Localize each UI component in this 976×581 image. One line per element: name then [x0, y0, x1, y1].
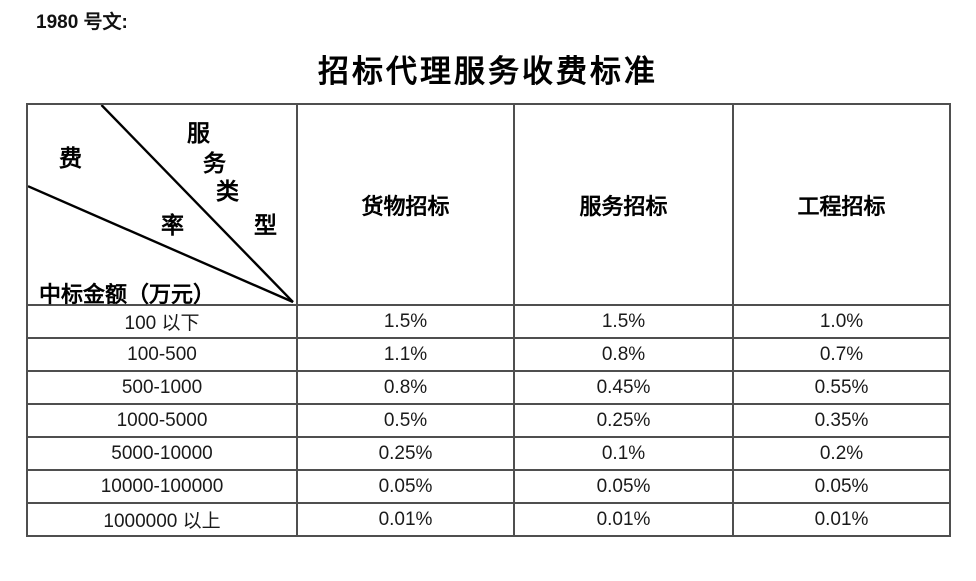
- table-row: 5000-10000 0.25% 0.1% 0.2%: [26, 436, 951, 471]
- rate-cell: 1.5%: [296, 304, 515, 339]
- rate-cell: 0.01%: [296, 502, 515, 537]
- table-row: 100 以下 1.5% 1.5% 1.0%: [26, 304, 951, 339]
- corner-label-service-type-char: 服: [187, 121, 210, 146]
- rate-cell: 1.1%: [296, 337, 515, 372]
- rate-cell: 1.0%: [732, 304, 951, 339]
- table-row: 1000-5000 0.5% 0.25% 0.35%: [26, 403, 951, 438]
- amount-cell: 10000-100000: [26, 469, 298, 504]
- amount-cell: 100 以下: [26, 304, 298, 339]
- amount-cell: 5000-10000: [26, 436, 298, 471]
- rate-cell: 0.25%: [296, 436, 515, 471]
- corner-label-fee-rate-char: 率: [161, 213, 184, 238]
- amount-cell: 1000000 以上: [26, 502, 298, 537]
- column-header-services: 服务招标: [513, 103, 734, 306]
- diagonal-corner-cell: 服 务 类 型 费 率 中标金额（万元）: [26, 103, 298, 307]
- rate-cell: 0.8%: [513, 337, 734, 372]
- rate-cell: 0.1%: [513, 436, 734, 471]
- diagonal-lines: [28, 105, 294, 304]
- diagonal-line-lower: [28, 185, 294, 304]
- table-row: 1000000 以上 0.01% 0.01% 0.01%: [26, 502, 951, 537]
- fee-table: 服 务 类 型 费 率 中标金额（万元） 货物招标 服务招标 工程招标 100 …: [26, 103, 951, 537]
- corner-label-service-type-char: 类: [216, 179, 239, 204]
- table-row: 500-1000 0.8% 0.45% 0.55%: [26, 370, 951, 405]
- rate-cell: 0.25%: [513, 403, 734, 438]
- rate-cell: 1.5%: [513, 304, 734, 339]
- page-title: 招标代理服务收费标准: [318, 54, 658, 89]
- header-row: 服 务 类 型 费 率 中标金额（万元） 货物招标 服务招标 工程招标: [26, 103, 951, 307]
- rate-cell: 0.01%: [732, 502, 951, 537]
- column-header-goods: 货物招标: [296, 103, 515, 306]
- rate-cell: 0.5%: [296, 403, 515, 438]
- corner-label-fee-rate-char: 费: [59, 146, 82, 171]
- corner-label-award-amount: 中标金额（万元）: [39, 282, 216, 307]
- rate-cell: 0.05%: [513, 469, 734, 504]
- rate-cell: 0.01%: [513, 502, 734, 537]
- rate-cell: 0.45%: [513, 370, 734, 405]
- amount-cell: 100-500: [26, 337, 298, 372]
- doc-number: 1980 号文:: [36, 12, 128, 33]
- amount-cell: 1000-5000: [26, 403, 298, 438]
- rate-cell: 0.05%: [732, 469, 951, 504]
- corner-label-service-type-char: 型: [254, 213, 277, 238]
- rate-cell: 0.05%: [296, 469, 515, 504]
- rate-cell: 0.8%: [296, 370, 515, 405]
- rate-cell: 0.55%: [732, 370, 951, 405]
- rate-cell: 0.35%: [732, 403, 951, 438]
- diagonal-line-upper: [100, 105, 294, 303]
- corner-label-service-type-char: 务: [203, 151, 226, 176]
- rate-cell: 0.2%: [732, 436, 951, 471]
- amount-cell: 500-1000: [26, 370, 298, 405]
- column-header-engineering: 工程招标: [732, 103, 951, 306]
- rate-cell: 0.7%: [732, 337, 951, 372]
- table-row: 10000-100000 0.05% 0.05% 0.05%: [26, 469, 951, 504]
- table-row: 100-500 1.1% 0.8% 0.7%: [26, 337, 951, 372]
